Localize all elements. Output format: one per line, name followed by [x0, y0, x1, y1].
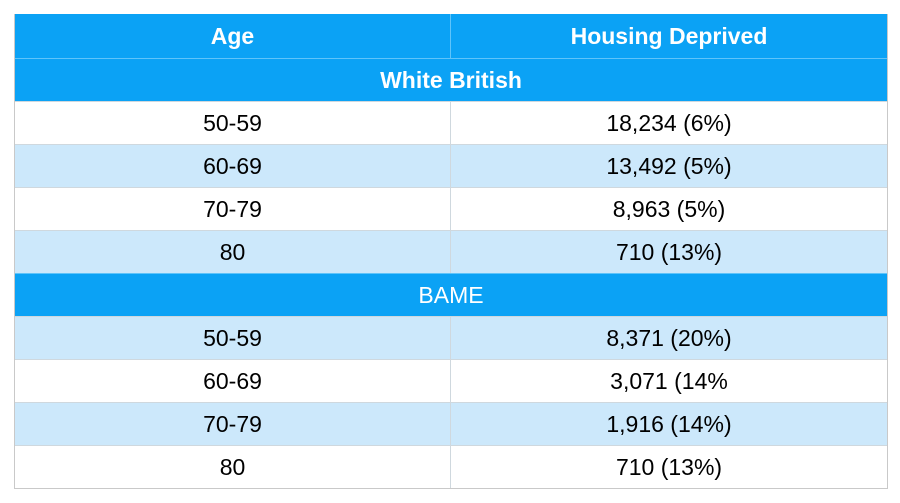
table-row: 60-69 3,071 (14% [15, 359, 887, 402]
age-cell: 80 [15, 446, 451, 488]
age-cell: 70-79 [15, 403, 451, 445]
value-cell: 8,963 (5%) [612, 195, 726, 222]
table-row: 50-59 18,234 (6%) [15, 101, 887, 144]
value-cell: 8,371 (20%) [606, 324, 732, 351]
value-cell: 710 (13%) [615, 453, 723, 480]
table-row: 50-59 8,371 (20%) [15, 316, 887, 359]
group-row-bame: BAME [15, 273, 887, 316]
age-cell: 80 [15, 231, 451, 273]
group-title: BAME [418, 281, 484, 308]
value-cell: 710 (13%) [615, 238, 723, 265]
group-title: White British [380, 66, 522, 93]
age-cell: 50-59 [15, 317, 451, 359]
housing-deprived-table: Age Housing Deprived White British 50-59… [14, 14, 888, 489]
age-cell: 60-69 [15, 360, 451, 402]
header-age: Age [15, 14, 451, 58]
value-cell: 3,071 (14% [610, 367, 728, 394]
header-housing-deprived: Housing Deprived [570, 22, 768, 49]
value-cell: 13,492 (5%) [606, 152, 732, 179]
age-cell: 50-59 [15, 102, 451, 144]
table-row: 80 710 (13%) [15, 230, 887, 273]
value-cell: 18,234 (6%) [606, 109, 732, 136]
table-row: 70-79 1,916 (14%) [15, 402, 887, 445]
table-row: 60-69 13,492 (5%) [15, 144, 887, 187]
group-row-white-british: White British [15, 58, 887, 101]
age-cell: 70-79 [15, 188, 451, 230]
value-cell: 1,916 (14%) [606, 410, 732, 437]
table-row: 70-79 8,963 (5%) [15, 187, 887, 230]
table-row: 80 710 (13%) [15, 445, 887, 488]
table-header-row: Age Housing Deprived [15, 14, 887, 58]
age-cell: 60-69 [15, 145, 451, 187]
